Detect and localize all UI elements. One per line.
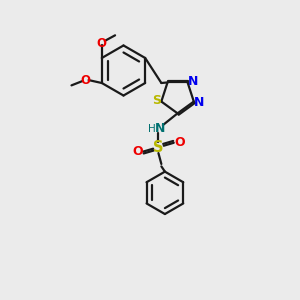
Text: H: H <box>148 124 156 134</box>
Text: O: O <box>174 136 185 149</box>
Text: O: O <box>81 74 91 87</box>
Text: N: N <box>194 96 204 109</box>
Text: N: N <box>155 122 165 135</box>
Text: O: O <box>97 37 107 50</box>
Text: S: S <box>152 94 161 107</box>
Text: N: N <box>188 75 198 88</box>
Text: S: S <box>153 140 164 155</box>
Text: O: O <box>132 145 142 158</box>
